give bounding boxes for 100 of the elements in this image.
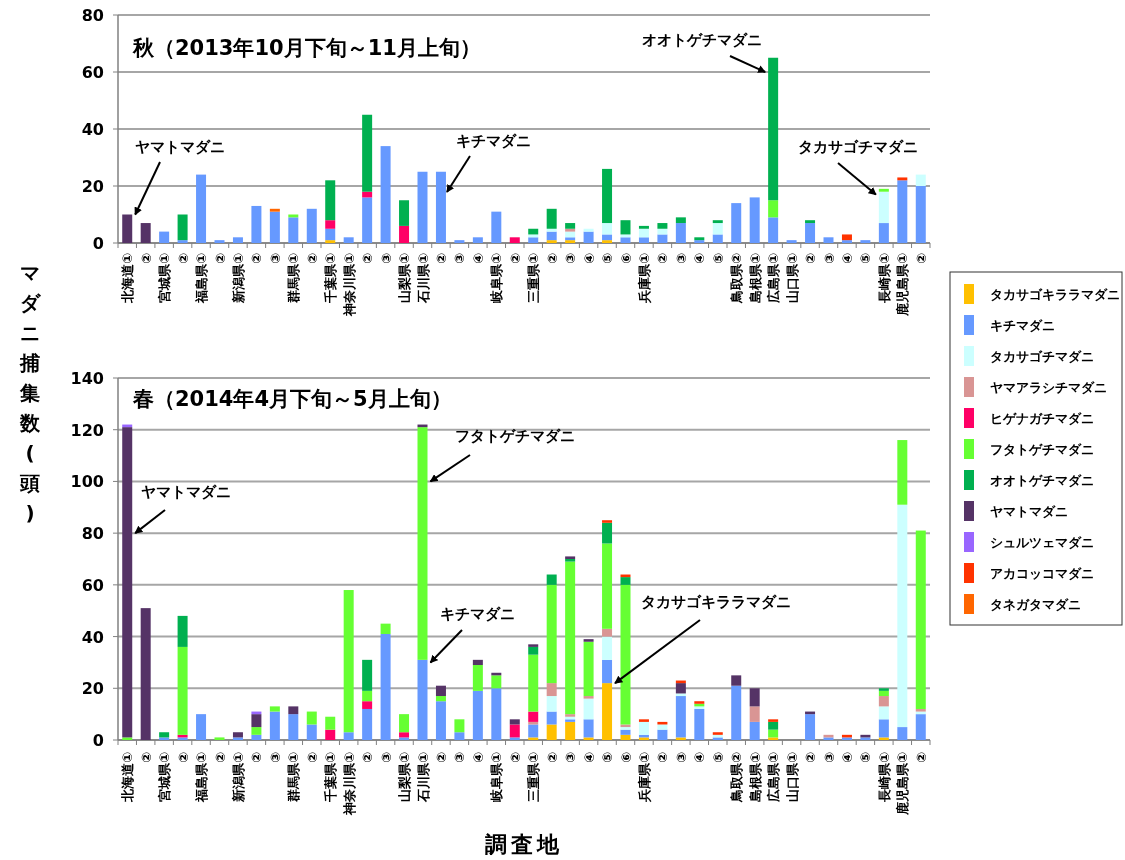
x-tick-label: 山梨県① [397,752,413,803]
legend-label: タカサゴチマダニ [990,349,1094,364]
bar [177,240,188,243]
bar [380,146,391,243]
legend-label: オオトゲチマダニ [990,473,1094,488]
x-tick-label: 鹿児島県① [895,752,911,817]
x-tick-label: ④ [470,752,486,764]
x-tick-label: ④ [470,253,486,265]
x-tick-label: 石川県① [415,253,431,305]
annotation: ヤマトマダニ [141,483,231,501]
bar [472,237,483,243]
bar [583,696,594,699]
bar [805,220,816,224]
bar [620,734,631,740]
bar [399,200,410,226]
bar [251,727,262,735]
bar [435,696,446,702]
bar [638,719,649,722]
x-tick-label: 岐阜県① [489,253,505,304]
bar [841,240,852,243]
x-tick-label: 群馬県① [286,253,302,305]
y-tick-label: 0 [92,234,104,253]
legend-label: シュルツェマダニ [990,535,1094,550]
bar [306,724,317,740]
x-tick-label: 岐阜県① [489,752,505,803]
bar [140,608,151,740]
bar [325,228,336,241]
bar [638,228,649,238]
bar [897,727,908,740]
bar [509,237,520,243]
bar [768,729,779,738]
x-tick-label: ④ [839,253,855,265]
bar [399,737,410,740]
bar [602,522,613,544]
bar [565,561,576,715]
x-tick-label: ⑤ [600,752,616,764]
x-tick-label: ④ [692,253,708,265]
bar [528,237,539,243]
bar [380,633,391,740]
bar [269,706,280,712]
x-tick-label: ② [655,253,671,265]
bar [362,197,373,243]
bar [694,708,705,740]
y-tick-label: 20 [81,177,104,196]
bar [805,223,816,243]
bar [712,220,723,224]
bar [749,706,760,722]
bar [454,732,465,740]
bar [472,690,483,740]
bar [325,180,336,221]
bar [602,628,613,637]
x-tick-label: ④ [839,752,855,764]
bar [583,641,594,697]
bar [325,240,336,243]
bar [269,208,280,212]
bar [546,208,557,229]
bar [472,659,483,666]
bar [638,721,649,735]
bar [435,701,446,740]
x-tick-label: ③ [821,752,837,764]
bar [122,427,133,738]
x-tick-label: 鹿児島県① [895,253,911,318]
bar [878,188,889,192]
x-axis-title: 調査地 [485,832,563,857]
annotation: キチマダニ [455,132,531,150]
bar [675,693,686,697]
x-tick-label: 長崎県① [876,253,892,305]
bar [362,659,373,691]
bar [878,191,889,224]
x-tick-label: 神奈川県① [341,253,357,318]
bar [159,737,170,740]
bar [288,217,299,243]
bar [546,711,557,725]
bar [417,171,428,243]
x-tick-label: 宮城県① [157,752,173,803]
bar [620,577,631,585]
text: 春（2014年4月下旬～5月上旬） [132,387,452,411]
bar [731,203,742,243]
bar [602,683,613,740]
bar [177,646,188,735]
x-tick-label: ③ [673,752,689,764]
bar [638,225,649,229]
x-tick-label: 宮城県① [157,253,173,304]
legend-label: タカサゴキララマダニ [990,287,1120,302]
x-tick-label: 福島県① [194,752,210,804]
annotation: フタトゲチマダニ [455,427,575,445]
bar [878,223,889,243]
bar [435,685,446,697]
y-tick-label: 60 [81,575,104,595]
x-tick-label: 鳥取県② [729,752,745,804]
x-tick-label: ④ [692,752,708,764]
bar [749,688,760,707]
x-tick-label: 三重県① [526,752,542,803]
x-tick-label: ③ [267,752,283,764]
x-tick-label: 三重県① [526,253,542,304]
x-tick-label: ② [803,752,819,764]
x-tick-label: ② [212,752,228,764]
y-tick-label: 20 [81,679,104,699]
bar [675,696,686,738]
x-tick-label: ② [175,752,191,764]
